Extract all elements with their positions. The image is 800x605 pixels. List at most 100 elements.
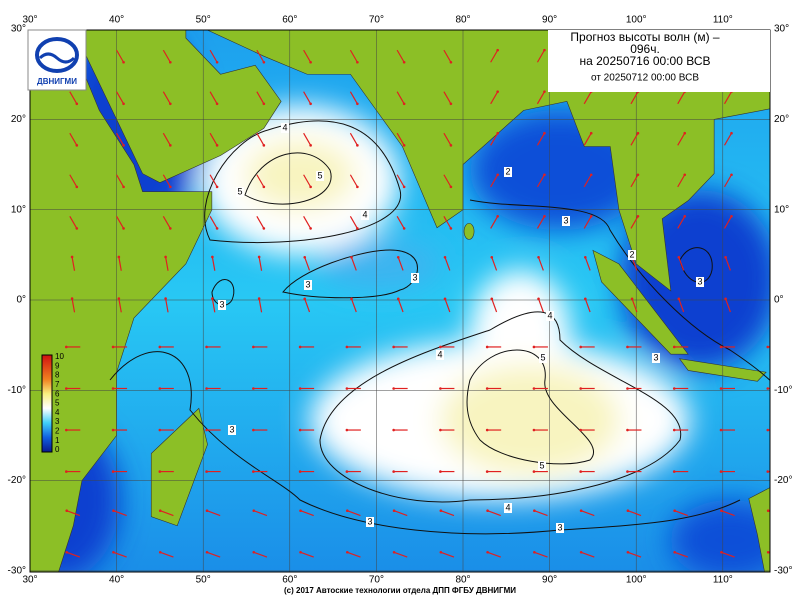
wind-arrow — [443, 49, 452, 63]
wind-arrow-head — [70, 255, 74, 259]
wind-arrow-head — [257, 297, 261, 300]
wind-arrow — [723, 132, 733, 146]
wind-arrow — [209, 49, 218, 63]
wind-arrow-head — [532, 345, 536, 349]
wind-arrow-head — [158, 345, 162, 349]
wind-arrow — [678, 298, 685, 313]
wind-arrow — [303, 91, 312, 105]
colorbar-label: 9 — [55, 361, 60, 370]
colorbar-label: 4 — [55, 408, 60, 417]
wind-arrow — [393, 551, 408, 558]
contour-label-bg — [696, 277, 704, 287]
colorbar — [41, 354, 53, 453]
wind-arrow-head — [396, 256, 400, 259]
wind-arrow — [491, 257, 498, 271]
wind-arrow-head — [158, 509, 162, 513]
wind-arrow — [723, 91, 733, 105]
wind-arrow-head — [543, 90, 546, 93]
wind-arrow-head — [111, 345, 115, 349]
wind-arrow-head — [626, 345, 629, 349]
wind-arrow — [772, 257, 777, 270]
wind-arrow — [674, 510, 689, 517]
contour-label: 4 — [282, 122, 287, 132]
colorbar-label: 10 — [55, 352, 64, 361]
y-tick-label: 10° — [11, 204, 26, 215]
wind-arrow-head — [719, 428, 723, 432]
wind-arrow — [491, 298, 498, 313]
y-tick-label: 30° — [11, 24, 26, 35]
wind-arrow-head — [392, 428, 395, 432]
contour-label-bg — [628, 250, 636, 260]
wind-arrow — [162, 91, 171, 105]
wind-arrow-head — [65, 345, 68, 349]
wind-arrow — [71, 298, 76, 313]
wind-arrow-head — [112, 509, 115, 513]
axis-labels: 30°30°40°40°50°50°60°60°70°70°80°80°90°9… — [8, 15, 793, 586]
y-tick-label: -30° — [8, 566, 26, 577]
wind-arrow — [349, 215, 358, 229]
wind-arrow — [211, 256, 216, 271]
wind-arrow — [490, 215, 499, 229]
wind-arrow — [206, 551, 221, 558]
contour-label: 4 — [547, 310, 552, 320]
wind-arrow — [723, 215, 733, 229]
wind-arrow-head — [672, 428, 676, 432]
wind-arrow-head — [533, 509, 536, 513]
contour-label: 4 — [362, 209, 367, 219]
wind-arrow-head — [672, 470, 676, 473]
wind-arrow-head — [579, 509, 583, 513]
wind-arrow — [69, 215, 78, 229]
wind-arrow — [350, 298, 357, 313]
wind-arrow — [397, 298, 404, 313]
wind-arrow-head — [402, 60, 406, 64]
wind-arrow — [580, 551, 595, 558]
x-tick-label: 100° — [626, 575, 647, 586]
contour-label-bg — [562, 216, 570, 226]
wind-arrow — [113, 551, 127, 558]
wind-arrow-head — [584, 297, 587, 301]
wind-arrow — [443, 132, 452, 146]
wind-arrow-head — [720, 550, 723, 554]
x-tick-label: 90° — [542, 15, 557, 26]
wind-arrow — [584, 298, 591, 313]
wind-arrow-head — [719, 345, 723, 349]
wind-arrow-head — [490, 297, 494, 301]
wind-arrow-head — [299, 550, 302, 554]
wind-arrow-head — [584, 256, 587, 259]
x-tick-label: 40° — [109, 15, 124, 26]
wind-arrow-head — [496, 214, 499, 218]
wind-arrow — [490, 132, 499, 146]
wind-arrow — [162, 132, 171, 146]
contour-label-bg — [361, 210, 369, 220]
wind-arrow-head — [392, 470, 395, 473]
wind-arrow — [725, 257, 731, 271]
wind-arrow-head — [111, 428, 115, 432]
land-mass — [206, 30, 770, 292]
wind-arrow — [256, 49, 265, 63]
colorbar-label: 6 — [55, 389, 60, 398]
wind-arrow — [303, 49, 312, 63]
wind-arrow-head — [673, 509, 676, 513]
wind-arrow — [165, 256, 169, 271]
wind-arrow — [209, 174, 218, 188]
y-tick-label: 0° — [774, 295, 784, 306]
contour-label: 4 — [437, 349, 442, 359]
wind-arrow-head — [117, 297, 121, 300]
wind-arrow — [534, 510, 548, 517]
wind-arrow-head — [543, 48, 546, 52]
title: на 20250716 00:00 ВСВ — [580, 54, 711, 68]
colorbar-label: 5 — [55, 399, 60, 408]
wind-arrow — [771, 216, 778, 228]
wind-arrow-head — [75, 227, 79, 230]
wind-arrow — [536, 215, 545, 229]
wind-arrow-head — [111, 387, 115, 390]
wind-arrow-head — [766, 345, 770, 349]
wind-arrow — [487, 551, 501, 558]
y-tick-label: -10° — [774, 385, 792, 396]
wind-arrow-head — [350, 256, 353, 259]
wind-arrow-head — [215, 227, 219, 230]
wind-arrow-head — [543, 214, 546, 218]
wind-arrow — [209, 132, 218, 146]
contour-label: 3 — [563, 215, 568, 225]
